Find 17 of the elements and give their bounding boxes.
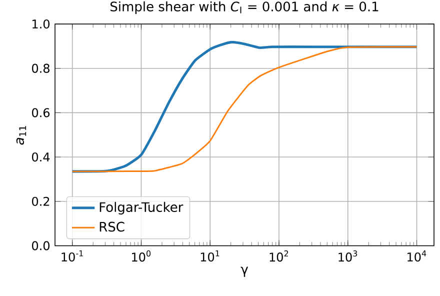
y-tick-label: 0.2 bbox=[32, 196, 50, 206]
y-tick-label: 0.4 bbox=[32, 152, 50, 162]
x-tick-label: 10$^{-1}$ bbox=[62, 250, 83, 262]
legend-label: Folgar-Tucker bbox=[100, 202, 184, 215]
x-axis-title: γ bbox=[240, 266, 248, 277]
chart-title: Simple shear with C$_{I}$ = 0.001 and κ = 0.1 bbox=[110, 1, 378, 14]
y-tick-label: 1.0 bbox=[32, 19, 50, 29]
y-tick-label: 0.0 bbox=[32, 241, 50, 250]
y-tick-label: 0.6 bbox=[32, 108, 50, 118]
y-tick-label: 0.8 bbox=[32, 64, 50, 73]
x-tick-label: 10$^{1}$ bbox=[200, 250, 220, 262]
x-tick-label: 10$^{0}$ bbox=[132, 250, 151, 262]
x-tick-label: 10$^{3}$ bbox=[338, 250, 358, 262]
x-tick-label: 10$^{2}$ bbox=[270, 250, 288, 262]
legend-label: RSC bbox=[100, 222, 124, 232]
y-axis-title: a$_{11}$ bbox=[16, 126, 26, 145]
x-tick-label: 10$^{4}$ bbox=[408, 250, 426, 262]
